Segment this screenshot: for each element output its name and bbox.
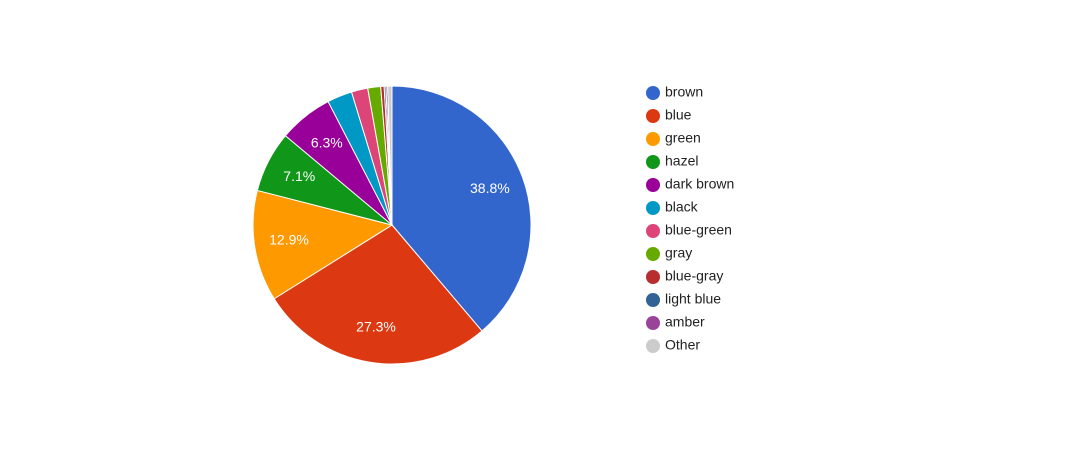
legend-label: gray (665, 245, 692, 261)
legend-label: green (665, 130, 701, 146)
legend-marker (646, 201, 660, 215)
legend-label: Other (665, 337, 700, 353)
legend-marker (646, 316, 660, 330)
slice-label: 38.8% (470, 180, 510, 196)
pie-slice (252, 189, 394, 300)
legend-marker (646, 224, 660, 238)
legend-marker (646, 293, 660, 307)
legend-marker (646, 132, 660, 146)
legend-label: blue (665, 107, 692, 123)
pie-slice (391, 85, 532, 332)
pie-slice (387, 85, 393, 226)
legend-label: amber (665, 314, 705, 330)
legend-label: blue-green (665, 222, 732, 238)
legend-marker (646, 247, 660, 261)
legend-marker (646, 270, 660, 284)
legend-label: light blue (665, 291, 721, 307)
legend-label: hazel (665, 153, 698, 169)
legend-marker (646, 339, 660, 353)
pie-slice (273, 224, 483, 365)
legend-marker (646, 109, 660, 123)
legend-label: brown (665, 84, 703, 100)
legend-marker (646, 178, 660, 192)
slice-label: 6.3% (311, 134, 343, 150)
slice-label: 12.9% (269, 232, 309, 248)
slice-label: 7.1% (283, 168, 315, 184)
legend-marker (646, 86, 660, 100)
legend-label: blue-gray (665, 268, 723, 284)
legend-marker (646, 155, 660, 169)
legend-label: dark brown (665, 176, 734, 192)
legend-label: black (665, 199, 699, 215)
slice-label: 27.3% (356, 319, 396, 335)
